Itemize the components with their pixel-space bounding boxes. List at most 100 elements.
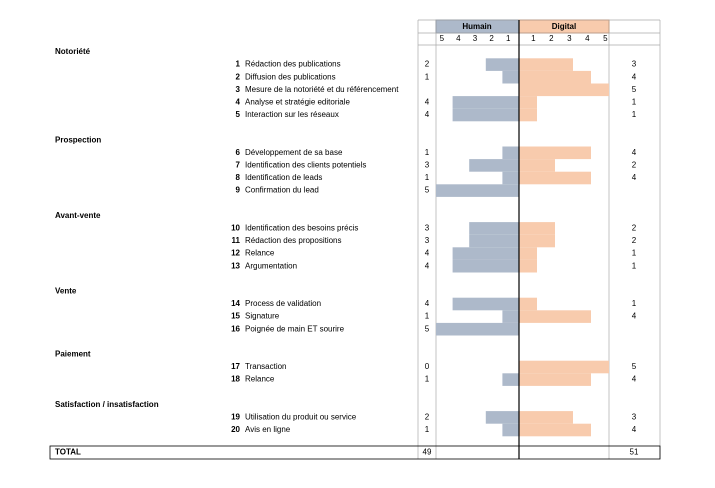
humain-bar: [502, 70, 519, 84]
item-number: 20: [231, 425, 240, 434]
humain-value: 3: [425, 224, 430, 233]
digital-value: 4: [632, 312, 637, 321]
humain-value: 4: [425, 261, 430, 270]
item-label: Relance: [245, 375, 275, 384]
humain-value: 4: [425, 98, 430, 107]
digital-value: 1: [632, 249, 637, 258]
humain-value: 1: [425, 72, 430, 81]
group-title: Satisfaction / insatisfaction: [55, 400, 159, 409]
item-label: Process de validation: [245, 299, 321, 308]
digital-bar: [519, 259, 537, 273]
group-title: Paiement: [55, 350, 91, 359]
item-number: 6: [236, 148, 241, 157]
humain-value: 3: [425, 236, 430, 245]
digital-bar: [519, 171, 591, 185]
digital-value: 4: [632, 173, 637, 182]
item-number: 18: [231, 375, 240, 384]
humain-bar: [502, 373, 519, 386]
series-name: Digital: [552, 22, 576, 31]
group-title: Vente: [55, 287, 77, 296]
item-label: Identification des clients potentiels: [245, 161, 366, 170]
digital-bar: [519, 58, 573, 71]
digital-bar: [519, 297, 537, 311]
humain-value: 4: [425, 299, 430, 308]
item-number: 5: [236, 110, 241, 119]
item-label: Analyse et stratégie editoriale: [245, 98, 351, 107]
digital-bar: [519, 83, 609, 97]
digital-value: 1: [632, 110, 637, 119]
humain-value: 1: [425, 425, 430, 434]
digital-bar: [519, 222, 555, 235]
digital-value: 1: [632, 98, 637, 107]
total-label: TOTAL: [55, 448, 81, 457]
humain-value: 1: [425, 148, 430, 157]
digital-bar: [519, 411, 573, 424]
digital-value: 4: [632, 375, 637, 384]
digital-bar: [519, 234, 555, 248]
digital-value: 4: [632, 148, 637, 157]
digital-value: 2: [632, 224, 637, 233]
group-title: Avant-vente: [55, 211, 101, 220]
digital-bar: [519, 310, 591, 323]
digital-value: 1: [632, 261, 637, 270]
humain-value: 0: [425, 362, 430, 371]
item-number: 12: [231, 249, 240, 258]
humain-bar: [469, 159, 519, 172]
total-humain: 49: [423, 448, 432, 457]
group-title: Notoriété: [55, 47, 91, 56]
item-label: Rédaction des propositions: [245, 236, 342, 245]
digital-value: 5: [632, 362, 637, 371]
item-number: 9: [236, 186, 241, 195]
item-number: 16: [231, 324, 240, 333]
humain-value: 4: [425, 110, 430, 119]
item-label: Diffusion des publications: [245, 72, 336, 81]
humain-value: 5: [425, 186, 430, 195]
item-label: Développement de sa base: [245, 148, 343, 157]
x-tick-label: 4: [585, 34, 590, 43]
total-digital: 51: [630, 448, 639, 457]
humain-value: 1: [425, 375, 430, 384]
item-number: 1: [236, 60, 241, 69]
x-tick-label: 4: [456, 34, 461, 43]
x-tick-label: 1: [531, 34, 536, 43]
item-label: Relance: [245, 249, 275, 258]
total-box: [49, 445, 661, 460]
item-number: 3: [236, 85, 241, 94]
digital-value: 4: [632, 72, 637, 81]
digital-bar: [519, 159, 555, 172]
digital-bar: [519, 70, 591, 84]
item-label: Poignée de main ET sourire: [245, 324, 345, 333]
item-number: 14: [231, 299, 240, 308]
item-label: Utilisation du produit ou service: [245, 413, 357, 422]
digital-bar: [519, 96, 537, 109]
group-title: Prospection: [55, 135, 101, 144]
digital-bar: [519, 247, 537, 260]
digital-value: 1: [632, 299, 637, 308]
item-number: 19: [231, 413, 240, 422]
humain-bar: [502, 171, 519, 185]
item-number: 11: [232, 236, 241, 245]
digital-value: 2: [632, 236, 637, 245]
item-label: Rédaction des publications: [245, 60, 341, 69]
item-label: Argumentation: [245, 261, 297, 270]
x-tick-label: 5: [440, 34, 445, 43]
item-number: 4: [236, 98, 241, 107]
humain-bar: [469, 222, 519, 235]
humain-bar: [485, 58, 519, 71]
digital-value: 4: [632, 425, 637, 434]
x-tick-label: 2: [549, 34, 554, 43]
digital-bar: [519, 360, 609, 374]
humain-bar: [452, 297, 519, 311]
digital-bar: [519, 146, 591, 160]
humain-value: 4: [425, 249, 430, 258]
humain-bar: [452, 247, 519, 260]
item-number: 2: [236, 72, 241, 81]
humain-bar: [502, 146, 519, 160]
digital-value: 3: [632, 60, 637, 69]
item-number: 17: [231, 362, 240, 371]
x-tick-label: 3: [473, 34, 478, 43]
item-label: Confirmation du lead: [245, 186, 319, 195]
humain-bar: [452, 96, 519, 109]
item-label: Signature: [245, 312, 280, 321]
